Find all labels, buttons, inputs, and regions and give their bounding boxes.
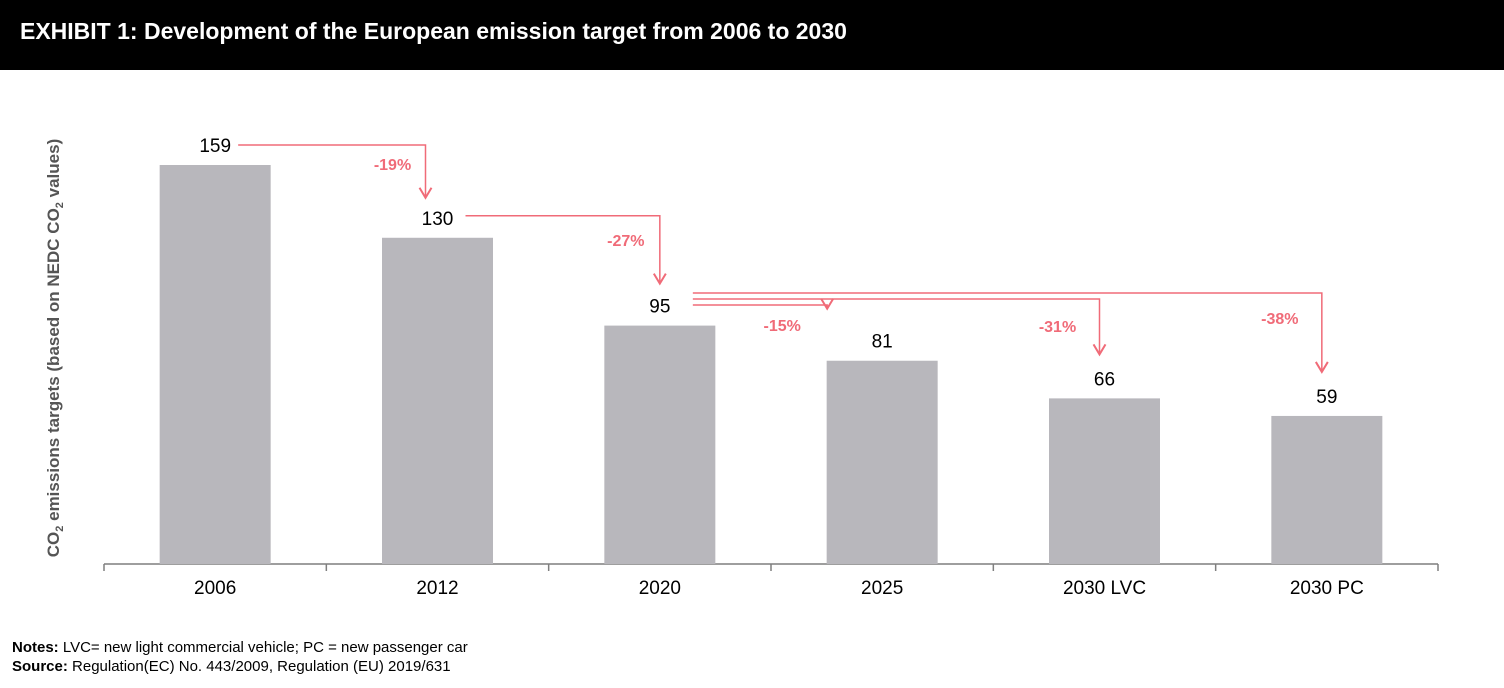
- x-tick-label: 2012: [416, 578, 458, 599]
- arrow-head: [1314, 361, 1329, 374]
- bar-2020: [604, 325, 716, 564]
- x-tick-label: 2025: [861, 578, 903, 599]
- bar-chart: 159 2006 130 2012 95 2020 81 2025 66 2030 LVC 59 20…: [103, 136, 1439, 599]
- annotation-arrow: [238, 144, 427, 198]
- data-label: 159: [199, 136, 231, 157]
- annotation-arrow: [692, 304, 828, 309]
- data-label: 81: [872, 332, 893, 353]
- notes-block: Notes: LVC= new light commercial vehicle…: [12, 638, 468, 676]
- data-label: 66: [1094, 369, 1115, 390]
- data-label: 95: [649, 297, 670, 318]
- annotation-arrow: [465, 215, 661, 284]
- annotation-label: -27%: [607, 233, 644, 250]
- bar-2030-pc: [1271, 415, 1383, 564]
- bar-2012: [382, 237, 493, 564]
- bar-2006: [159, 165, 271, 564]
- chart-title: EXHIBIT 1: Development of the European e…: [20, 18, 847, 44]
- annotation-label: -19%: [374, 157, 411, 174]
- data-label: 59: [1316, 387, 1337, 408]
- notes-line: Notes: LVC= new light commercial vehicle…: [12, 639, 468, 656]
- header-bar: EXHIBIT 1: Development of the European e…: [0, 0, 1504, 70]
- arrow-head: [418, 187, 433, 200]
- annotation-label: -31%: [1039, 319, 1076, 336]
- bar-2025: [826, 360, 938, 564]
- annotation-arrow: [692, 298, 1101, 355]
- x-tick-label: 2030 LVC: [1063, 578, 1146, 599]
- bar-2030-lvc: [1049, 398, 1160, 564]
- arrow-head: [820, 298, 835, 311]
- annotation-label: -38%: [1261, 311, 1298, 328]
- arrow-head: [652, 273, 667, 286]
- x-tick-label: 2006: [194, 578, 236, 599]
- annotation-arrow: [692, 292, 1323, 372]
- arrow-head: [1092, 343, 1107, 357]
- annotation-label: -15%: [763, 318, 800, 335]
- x-tick-label: 2030 PC: [1290, 578, 1364, 599]
- data-label: 130: [422, 209, 454, 230]
- source-line: Source: Regulation(EC) No. 443/2009, Reg…: [12, 658, 451, 675]
- x-tick-label: 2020: [639, 578, 681, 599]
